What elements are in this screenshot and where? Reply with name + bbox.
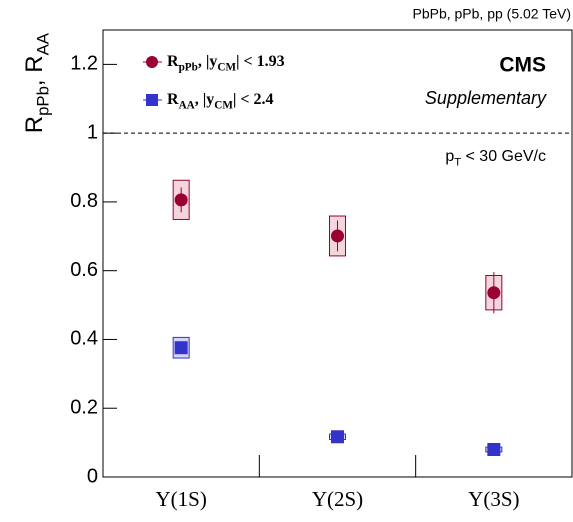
text-part: | < 2.4 bbox=[233, 91, 274, 108]
marker bbox=[174, 341, 188, 355]
plot-frame bbox=[102, 29, 573, 478]
y-tick-label: 1 bbox=[87, 121, 98, 143]
legend-marker bbox=[146, 94, 158, 106]
chart-title: PbPb, pPb, pp (5.02 TeV) bbox=[412, 6, 571, 22]
y-tick-label: 0.4 bbox=[70, 328, 98, 350]
experiment-label: CMS bbox=[499, 54, 546, 77]
y-tick-label: 0.6 bbox=[70, 259, 98, 281]
x-tick-label: Υ(3S) bbox=[468, 487, 519, 511]
y-axis-title: RpPb, RAA bbox=[21, 32, 52, 133]
y-tick-label: 0.2 bbox=[70, 397, 98, 419]
text-part: < 30 GeV/c bbox=[461, 148, 546, 165]
text-part: pPb bbox=[179, 61, 198, 73]
legend-label: RpPb, |yCM| < 1.93 bbox=[167, 53, 285, 74]
text-part: , |y bbox=[195, 91, 215, 108]
text-part: R bbox=[167, 91, 179, 108]
text-part: | < 1.93 bbox=[236, 53, 285, 70]
x-tick-label: Υ(1S) bbox=[155, 487, 206, 511]
legend-marker bbox=[146, 56, 158, 68]
text-part: AA bbox=[179, 99, 195, 111]
text-part: R bbox=[21, 116, 48, 133]
x-tick-label: Υ(2S) bbox=[312, 487, 363, 511]
marker bbox=[331, 430, 344, 444]
marker bbox=[487, 442, 501, 456]
y-tick-label: 0.8 bbox=[70, 190, 98, 212]
text-part: R bbox=[167, 53, 179, 70]
text-part: AA bbox=[34, 32, 53, 55]
text-part: , |y bbox=[198, 53, 218, 70]
y-tick-label: 0 bbox=[87, 465, 98, 487]
legend-label: RAA, |yCM| < 2.4 bbox=[167, 91, 274, 112]
text-part: T bbox=[454, 157, 461, 169]
text-part: , R bbox=[21, 55, 48, 86]
marker bbox=[331, 229, 344, 243]
y-tick-label: 1.2 bbox=[70, 53, 98, 75]
annotation: pT < 30 GeV/c bbox=[445, 148, 546, 168]
marker bbox=[174, 193, 188, 207]
text-part: pPb bbox=[34, 86, 53, 116]
text-part: CM bbox=[217, 61, 236, 73]
text-part: p bbox=[445, 148, 454, 165]
subtitle: Supplementary bbox=[425, 88, 547, 108]
marker bbox=[487, 286, 501, 300]
text-part: CM bbox=[214, 99, 233, 111]
